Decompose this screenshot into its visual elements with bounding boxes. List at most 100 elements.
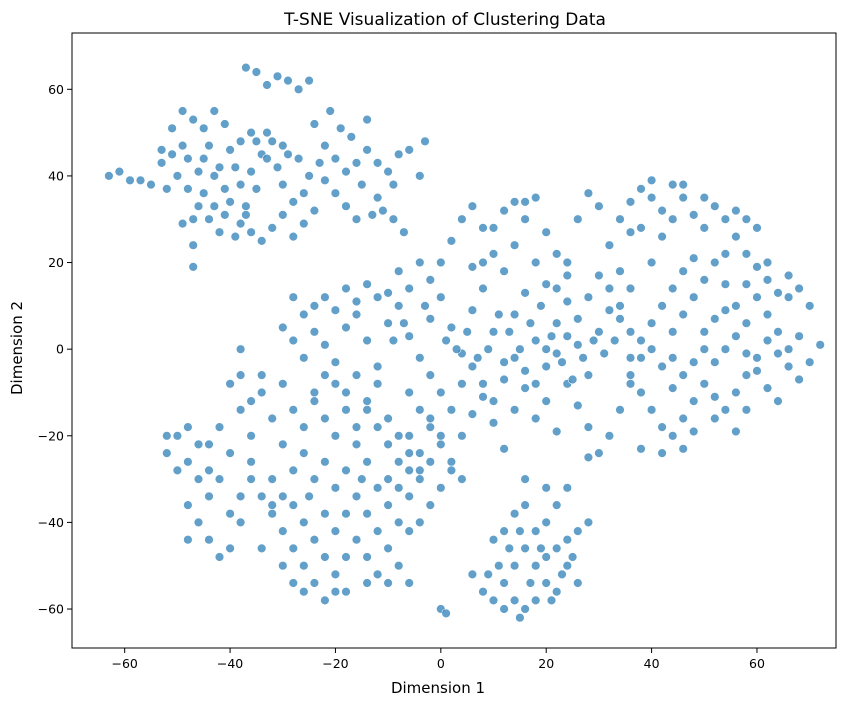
data-point	[309, 327, 320, 337]
data-point	[783, 344, 794, 354]
y-tick-label: 60	[48, 82, 64, 97]
data-point	[646, 192, 657, 203]
data-point	[457, 474, 467, 484]
data-point	[288, 231, 298, 242]
data-point	[404, 431, 414, 441]
data-point	[193, 166, 204, 177]
data-point	[114, 166, 125, 177]
data-point	[762, 335, 773, 346]
data-point	[246, 457, 256, 467]
data-point	[341, 201, 351, 211]
data-point	[204, 534, 214, 545]
data-point	[378, 205, 388, 216]
data-point	[530, 192, 541, 203]
data-point	[583, 188, 594, 198]
data-point	[257, 387, 267, 398]
data-point	[667, 431, 678, 441]
data-point	[499, 578, 509, 588]
data-point	[520, 197, 530, 207]
data-point	[346, 132, 356, 142]
data-point	[404, 578, 414, 588]
data-point	[246, 166, 256, 177]
data-point	[499, 357, 509, 367]
data-point	[235, 405, 246, 415]
data-point	[483, 569, 493, 580]
data-point	[383, 474, 393, 484]
data-point	[646, 405, 657, 415]
data-point	[162, 184, 172, 194]
data-point	[467, 305, 478, 315]
data-point	[172, 431, 183, 441]
data-point	[494, 560, 504, 571]
y-axis-label: Dimension 2	[8, 301, 26, 395]
data-point	[336, 123, 346, 134]
data-point	[320, 413, 330, 424]
data-point	[625, 327, 636, 337]
data-point	[541, 396, 551, 406]
data-point	[594, 327, 604, 337]
data-point	[688, 396, 699, 406]
data-point	[488, 223, 499, 233]
data-point	[667, 179, 678, 190]
data-point	[741, 279, 752, 289]
data-point	[678, 370, 688, 380]
data-point	[530, 257, 541, 268]
data-point	[309, 301, 320, 311]
data-point	[214, 474, 225, 484]
data-point	[330, 431, 341, 441]
data-point	[214, 552, 225, 562]
data-point	[172, 465, 183, 476]
data-point	[520, 383, 530, 393]
x-tick-label: 60	[749, 656, 765, 671]
data-point	[257, 370, 267, 380]
cluster-bottom-center	[436, 474, 594, 623]
cluster-right	[615, 175, 825, 458]
data-point	[351, 491, 362, 502]
data-point	[720, 305, 731, 315]
data-point	[362, 114, 372, 125]
data-point	[299, 448, 309, 458]
data-point	[372, 379, 383, 389]
data-point	[288, 292, 298, 302]
data-point	[541, 344, 551, 354]
data-point	[752, 353, 762, 363]
data-point	[288, 465, 298, 476]
data-point	[104, 171, 114, 181]
data-point	[304, 75, 314, 86]
data-point	[688, 357, 699, 367]
data-point	[720, 344, 731, 354]
data-point	[551, 543, 562, 554]
data-point	[278, 179, 288, 190]
data-point	[515, 344, 525, 354]
data-point	[372, 422, 383, 432]
data-point	[741, 348, 752, 359]
data-point	[546, 331, 557, 341]
data-point	[646, 344, 657, 354]
data-point	[688, 253, 699, 263]
data-point	[551, 283, 562, 294]
data-point	[530, 560, 541, 571]
data-point	[636, 444, 646, 454]
data-point	[562, 257, 572, 268]
data-point	[399, 318, 409, 328]
data-point	[235, 344, 246, 354]
data-point	[699, 223, 709, 233]
data-point	[341, 283, 351, 294]
data-point	[762, 257, 773, 268]
data-point	[773, 348, 783, 359]
data-point	[615, 214, 625, 224]
data-point	[341, 465, 351, 476]
data-point	[167, 149, 177, 160]
data-point	[520, 474, 530, 484]
data-point	[383, 439, 393, 450]
data-point	[283, 75, 293, 86]
data-point	[251, 136, 262, 147]
data-point	[394, 483, 404, 493]
data-point	[288, 578, 298, 588]
data-point	[436, 387, 446, 398]
data-point	[230, 231, 241, 242]
data-point	[625, 283, 636, 294]
data-point	[578, 353, 588, 363]
data-point	[636, 335, 646, 346]
data-point	[351, 309, 362, 320]
